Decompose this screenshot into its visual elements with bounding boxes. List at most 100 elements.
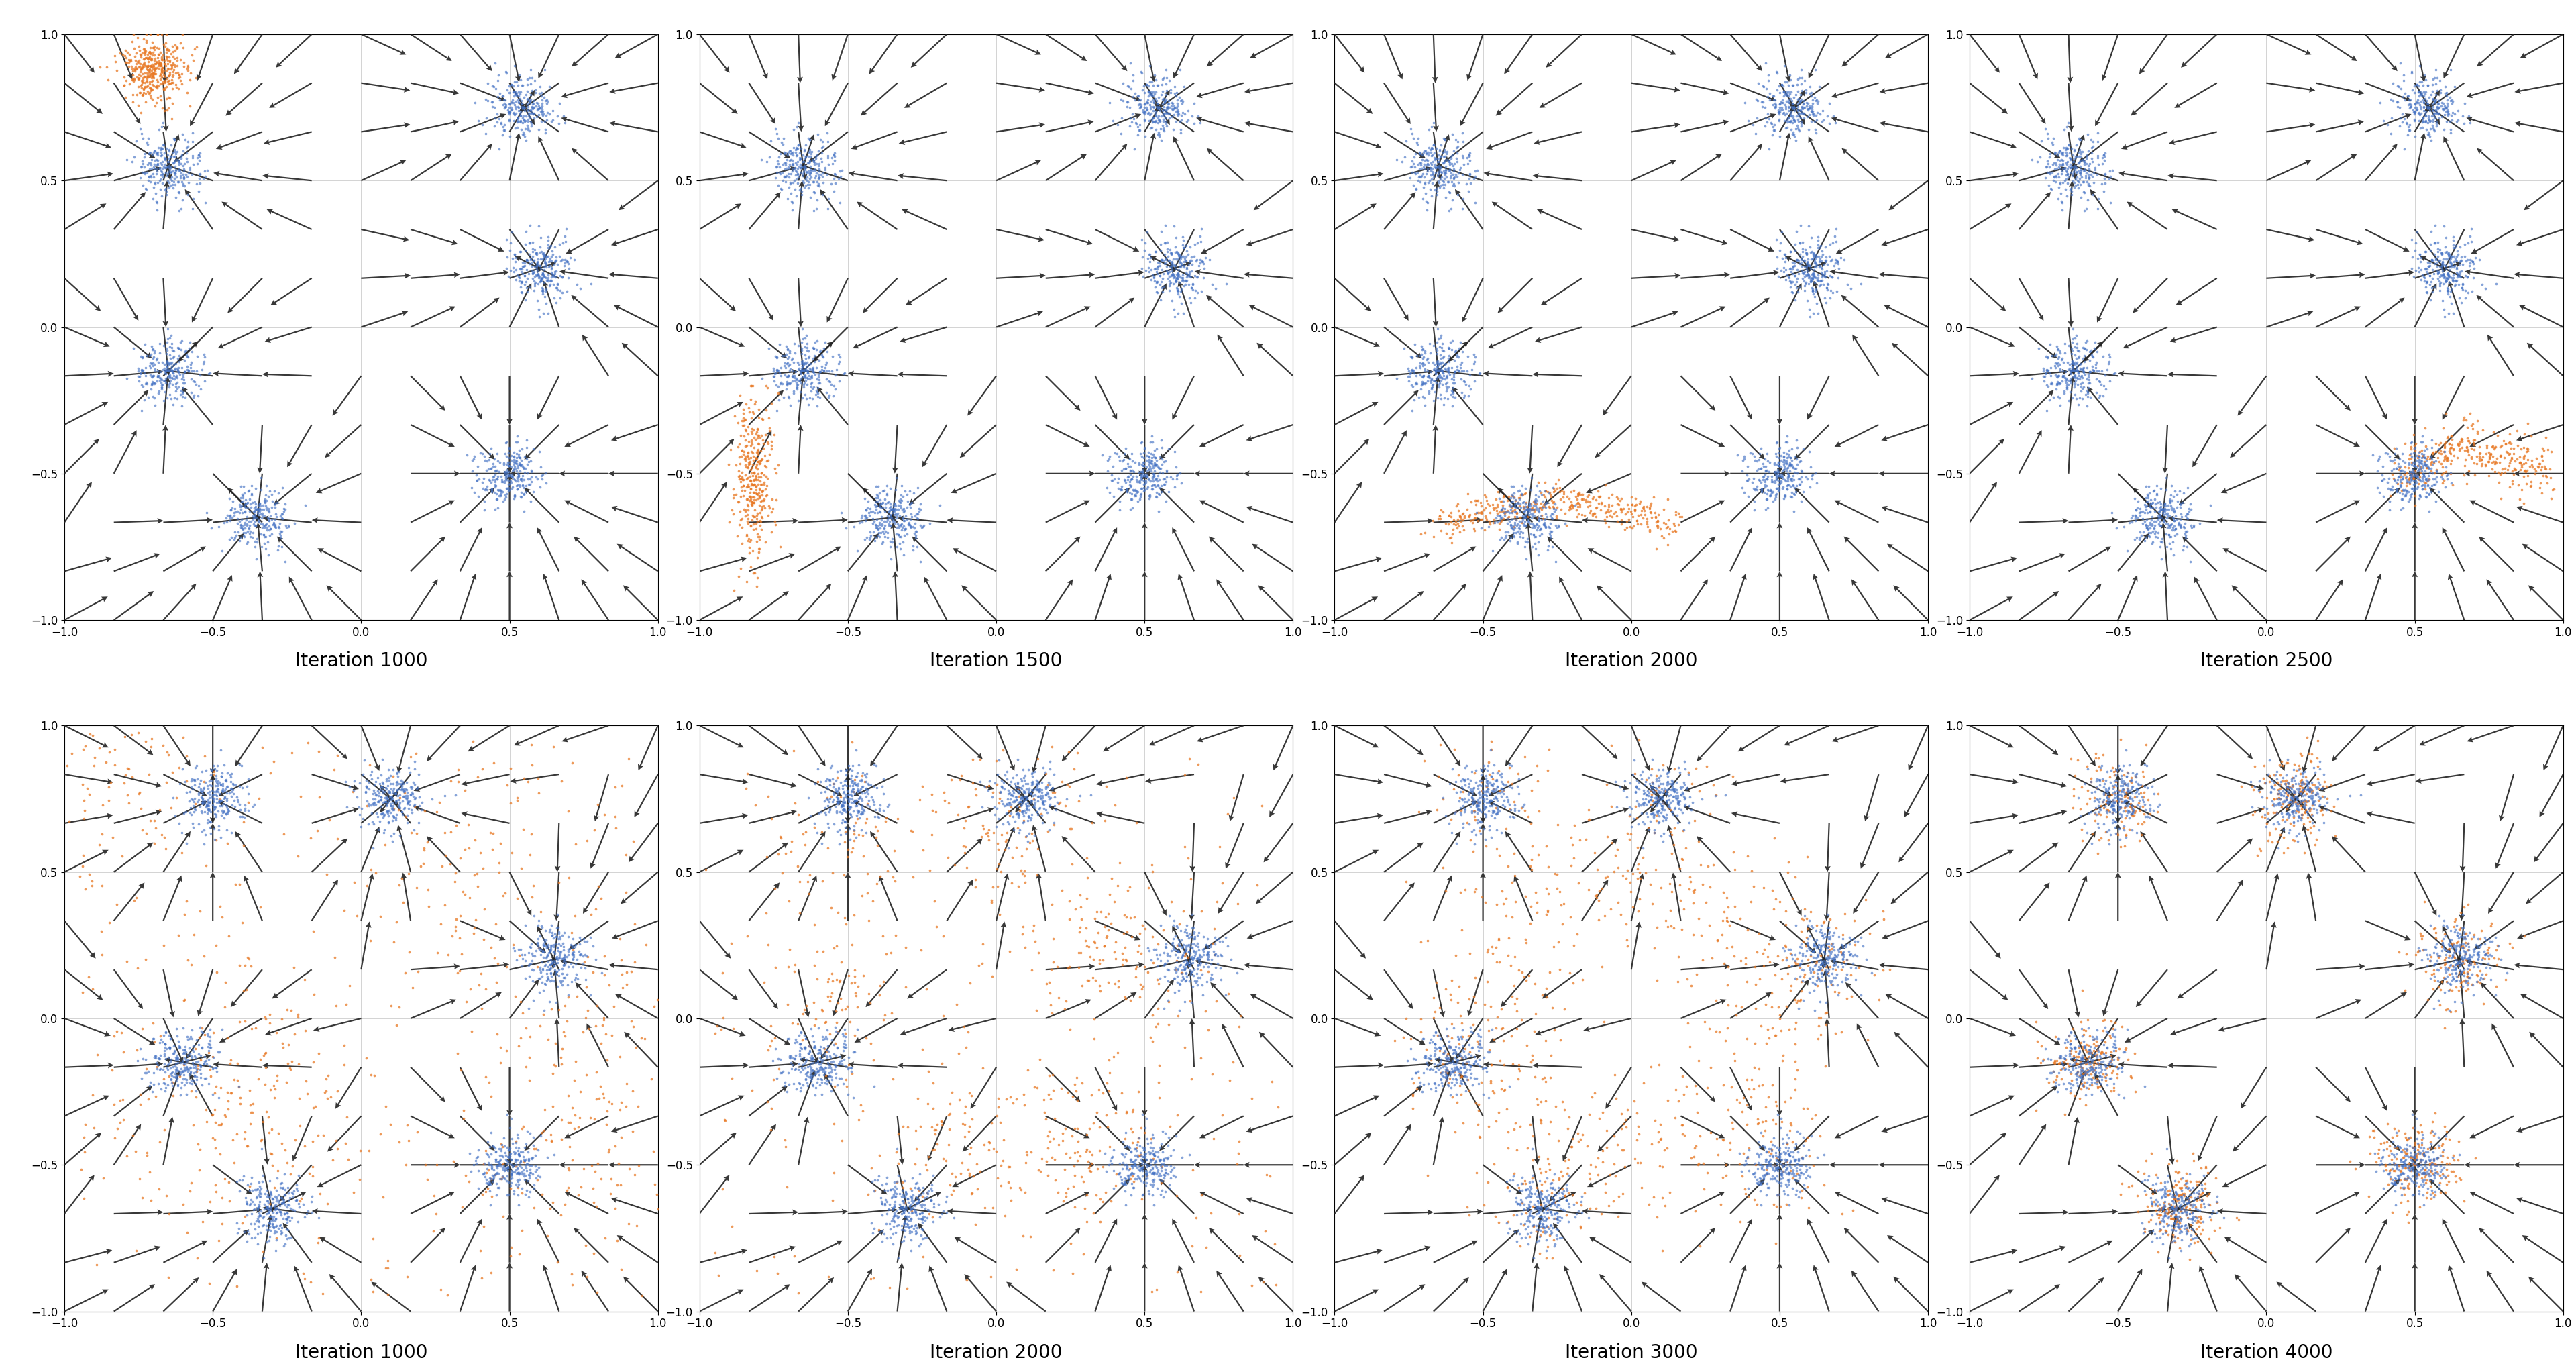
Point (2522, 449, 2563, 471)
Point (1479, 780, 1520, 802)
Point (2401, 1124, 2442, 1146)
Point (2391, 61, 2432, 83)
Point (2076, 1075, 2117, 1097)
Point (2460, 968, 2501, 990)
Point (471, 1154, 513, 1176)
Point (489, 101, 531, 123)
Point (1535, 1179, 1577, 1201)
Point (70, 723, 111, 744)
Point (1515, 533, 1556, 555)
Point (2164, 522, 2205, 544)
Point (492, 257, 533, 279)
Point (2079, 755, 2120, 777)
Point (2295, 799, 2336, 821)
Point (2241, 798, 2282, 820)
Point (894, 527, 935, 549)
Point (1113, 1152, 1154, 1173)
Point (845, 529, 886, 550)
Point (2159, 1186, 2200, 1208)
Point (2424, 214, 2465, 236)
Point (1770, 1119, 1811, 1141)
Point (381, 770, 422, 792)
Point (1445, 372, 1486, 393)
Point (760, 1063, 801, 1085)
Point (201, 826, 242, 848)
Point (2401, 467, 2442, 489)
Point (2117, 501, 2159, 523)
Point (2424, 447, 2465, 469)
Point (258, 1160, 299, 1182)
Point (2396, 1117, 2437, 1139)
Point (778, 142, 819, 164)
Point (2385, 943, 2427, 964)
Point (1767, 463, 1808, 485)
Point (1762, 1162, 1803, 1184)
Point (1110, 907, 1151, 929)
Point (2200, 1217, 2241, 1239)
Point (719, 460, 760, 482)
Point (2071, 344, 2112, 366)
Point (2401, 264, 2442, 285)
Point (551, 1274, 592, 1296)
Point (1793, 933, 1834, 955)
Point (149, 367, 191, 389)
Point (1028, 1126, 1069, 1147)
Point (1128, 1154, 1170, 1176)
Point (1118, 113, 1159, 135)
Point (876, 512, 917, 534)
Point (245, 1056, 286, 1078)
Point (2246, 787, 2287, 809)
Point (1504, 1179, 1546, 1201)
Point (1798, 959, 1839, 981)
Point (2496, 434, 2537, 456)
Point (2043, 119, 2084, 141)
Point (2406, 467, 2447, 489)
Point (2094, 769, 2136, 791)
Point (175, 757, 216, 779)
Point (1558, 484, 1600, 505)
Point (2396, 232, 2437, 254)
Point (2429, 245, 2470, 266)
Point (2280, 791, 2321, 813)
Point (2117, 792, 2159, 814)
Point (2396, 471, 2437, 493)
Point (1512, 1168, 1553, 1190)
Point (1494, 1221, 1535, 1243)
Point (1149, 272, 1190, 294)
Point (757, 123, 799, 145)
Point (1522, 499, 1564, 520)
Point (1535, 1184, 1577, 1206)
Point (969, 1131, 1010, 1153)
Point (773, 141, 814, 163)
Point (456, 455, 497, 477)
Point (559, 1184, 600, 1206)
Point (1481, 486, 1522, 508)
Point (878, 1208, 920, 1229)
Point (2434, 943, 2476, 964)
Point (1151, 1165, 1193, 1187)
Point (526, 1128, 567, 1150)
Point (1507, 497, 1548, 519)
Point (1468, 501, 1510, 523)
Point (1404, 395, 1445, 417)
Point (2401, 117, 2442, 139)
Point (1461, 494, 1502, 516)
Point (1167, 922, 1208, 944)
Point (840, 1094, 881, 1116)
Point (2406, 455, 2447, 477)
Point (2063, 1035, 2105, 1057)
Point (773, 172, 814, 194)
Point (1123, 1171, 1164, 1193)
Point (1821, 970, 1862, 992)
Point (1708, 1098, 1749, 1120)
Point (811, 1061, 853, 1083)
Point (1066, 934, 1108, 956)
Point (165, 833, 206, 855)
Point (495, 1149, 536, 1171)
Point (2429, 933, 2470, 955)
Point (2097, 1067, 2138, 1089)
Point (2069, 160, 2110, 182)
Point (2092, 802, 2133, 824)
Point (2424, 82, 2465, 104)
Point (2146, 1177, 2187, 1199)
